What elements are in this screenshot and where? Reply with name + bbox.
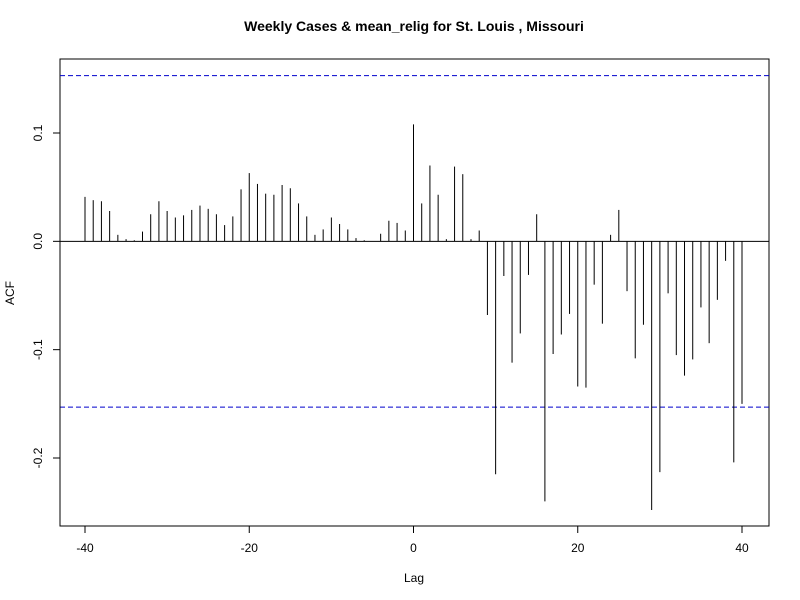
chart-title: Weekly Cases & mean_relig for St. Louis … (244, 18, 584, 34)
x-tick-label: 0 (410, 541, 417, 555)
x-tick-label: -20 (241, 541, 259, 555)
plot-frame (59, 58, 770, 527)
x-tick-label: -40 (76, 541, 94, 555)
y-tick-label: 0.0 (31, 233, 45, 250)
x-tick-label: 40 (735, 541, 749, 555)
confidence-bounds (60, 75, 769, 408)
y-tick-label: 0.1 (31, 124, 45, 141)
acf-bars (84, 124, 743, 510)
x-axis-label: Lag (404, 571, 424, 585)
x-tick-label: 20 (571, 541, 585, 555)
y-tick-label: -0.2 (31, 447, 45, 468)
y-tick-label: -0.1 (31, 339, 45, 360)
x-axis: -40 -20 0 20 40 (76, 525, 749, 555)
y-axis-label: ACF (3, 281, 17, 305)
y-axis: -0.2 -0.1 0.0 0.1 (31, 124, 61, 468)
